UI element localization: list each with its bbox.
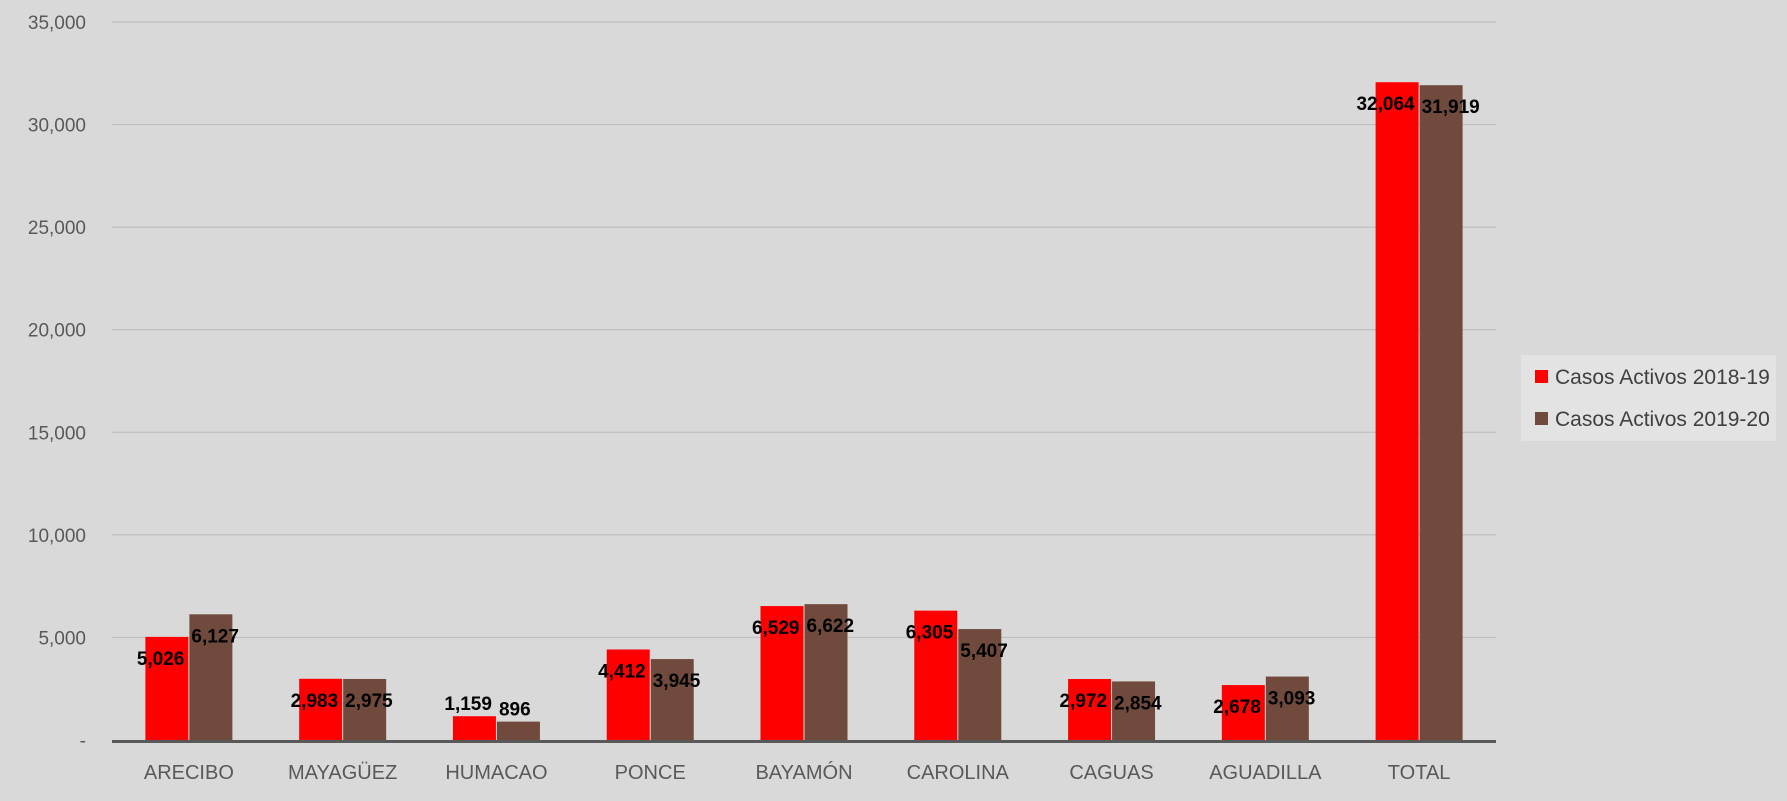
y-tick-label: 5,000 — [38, 628, 86, 649]
y-tick-label: - — [80, 731, 86, 752]
data-label: 2,972 — [1060, 691, 1108, 712]
y-tick-label: 20,000 — [28, 321, 86, 342]
bar-series-2-5 — [958, 629, 1002, 740]
data-label: 5,026 — [137, 649, 185, 670]
category-label: CAROLINA — [907, 762, 1010, 784]
category-label: AGUADILLA — [1209, 762, 1322, 784]
bar-series-2-8 — [1419, 85, 1463, 740]
y-tick-label: 10,000 — [28, 526, 86, 547]
legend-label: Casos Activos 2018-19 — [1555, 366, 1770, 389]
bar-series-1-2 — [452, 716, 496, 740]
category-labels: ARECIBO MAYAGÜEZ HUMACAO PONCE BAYAMÓN CAROLI… — [144, 761, 1451, 784]
category-label: MAYAGÜEZ — [288, 762, 397, 784]
data-label: 32,064 — [1356, 94, 1415, 115]
bar-series-2-2 — [496, 721, 540, 740]
data-label: 6,127 — [191, 626, 239, 647]
data-label: 2,854 — [1114, 693, 1162, 714]
data-label: 5,407 — [960, 641, 1008, 662]
legend-box — [1521, 355, 1776, 441]
bar-series-1-0 — [145, 636, 189, 740]
bar-series-2-1 — [343, 678, 387, 740]
bar-series-1-5 — [914, 610, 958, 740]
bar-series-2-0 — [189, 614, 233, 740]
data-label: 6,529 — [752, 618, 800, 639]
category-label: HUMACAO — [445, 762, 547, 784]
data-label: 1,159 — [444, 694, 492, 715]
data-label: 3,945 — [653, 671, 701, 692]
bar-series-1-1 — [299, 678, 343, 740]
category-label: TOTAL — [1388, 762, 1451, 784]
data-label: 2,983 — [291, 691, 339, 712]
data-labels: 5,026 6,127 2,983 2,975 1,159 896 4,412 3,945 6,… — [137, 94, 1480, 720]
data-label: 2,975 — [345, 691, 393, 712]
bars — [145, 82, 1463, 741]
bar-series-2-3 — [650, 659, 694, 740]
category-label: CAGUAS — [1069, 762, 1153, 784]
data-label: 6,305 — [906, 623, 954, 644]
data-label: 4,412 — [598, 661, 646, 682]
legend: Casos Activos 2018-19 Casos Activos 2019-… — [1521, 355, 1776, 441]
bar-series-2-6 — [1112, 681, 1156, 740]
y-tick-label: 25,000 — [28, 218, 86, 239]
bar-series-2-4 — [804, 604, 848, 740]
bar-series-1-4 — [760, 606, 804, 740]
data-label: 31,919 — [1422, 97, 1480, 118]
data-label: 2,678 — [1213, 697, 1261, 718]
data-label: 6,622 — [807, 616, 855, 637]
bar-series-1-7 — [1221, 685, 1265, 740]
category-label: PONCE — [615, 762, 686, 784]
bar-series-1-3 — [606, 649, 650, 740]
category-label: ARECIBO — [144, 762, 234, 784]
legend-label: Casos Activos 2019-20 — [1555, 408, 1770, 431]
bar-series-1-6 — [1068, 679, 1112, 740]
legend-swatch — [1535, 370, 1548, 383]
data-label: 896 — [499, 700, 531, 721]
y-tick-label: 30,000 — [28, 116, 86, 137]
data-label: 3,093 — [1268, 689, 1316, 710]
y-tick-label: 15,000 — [28, 423, 86, 444]
bar-series-1-8 — [1375, 82, 1419, 741]
category-label: BAYAMÓN — [755, 761, 852, 784]
y-tick-label: 35,000 — [28, 13, 86, 34]
bar-series-2-7 — [1265, 676, 1309, 740]
gridlines — [112, 21, 1496, 639]
y-axis-tick-labels: - 5,000 10,000 15,000 20,000 25,000 30,000 35,0… — [28, 13, 86, 752]
legend-swatch — [1535, 412, 1548, 425]
